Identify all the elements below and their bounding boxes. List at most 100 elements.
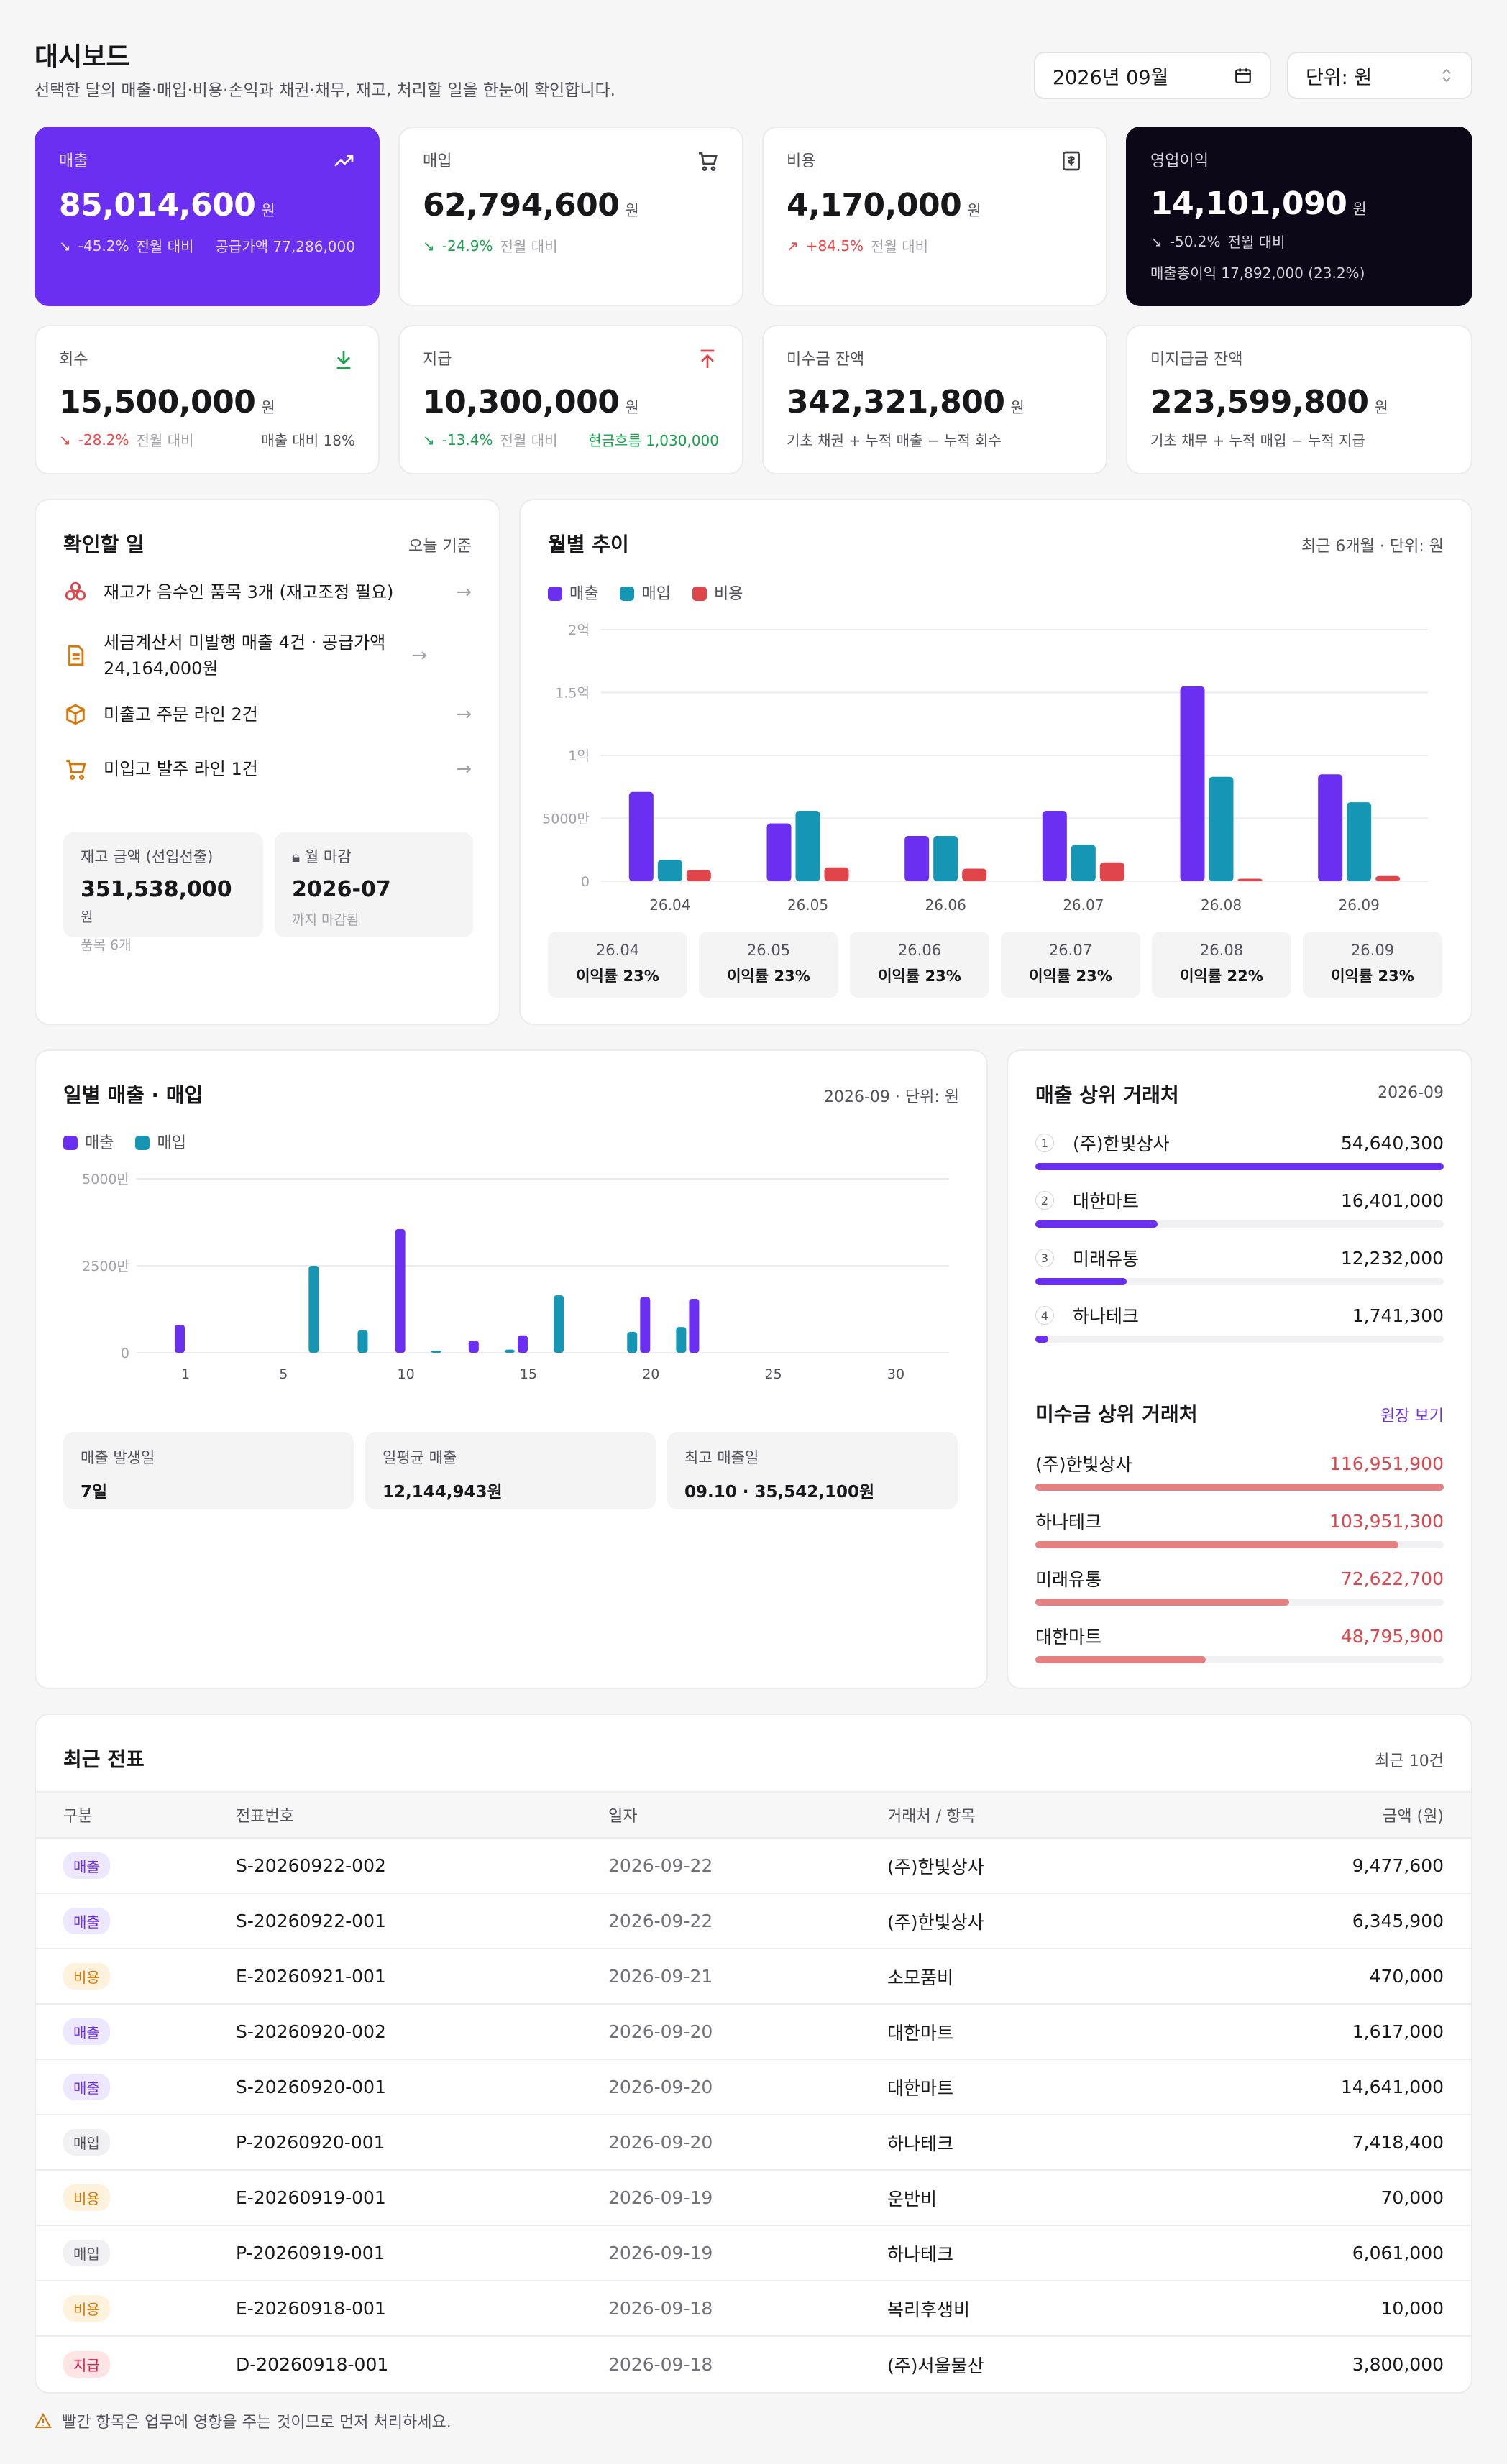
rank-number: 1 (1035, 1134, 1054, 1152)
table-row[interactable]: 지급 D-20260918-001 2026-09-18 (주)서울물산 3,800,0… (36, 2337, 1471, 2392)
bar-sales[interactable] (904, 836, 930, 881)
bar-sales[interactable] (766, 823, 792, 882)
inventory-label: 재고 금액 (선입선출) (81, 848, 214, 865)
cell-amount: 70,000 (1380, 2187, 1444, 2208)
customer-rank-item[interactable]: 2 대한마트 16,401,000 (1035, 1187, 1444, 1228)
bar-cost[interactable] (1099, 862, 1124, 881)
bar-sales[interactable] (517, 1335, 528, 1353)
bar-purchase[interactable] (657, 860, 682, 881)
kpi-change-text: 전월 대비 (136, 432, 194, 449)
todo-item[interactable]: 미출고 주문 라인 2건 → (63, 702, 472, 727)
bar-sales[interactable] (468, 1341, 479, 1353)
kpi-value: 342,321,800 (787, 384, 1005, 420)
bar-purchase[interactable] (308, 1266, 319, 1353)
bar-sales[interactable] (1042, 811, 1067, 881)
cell-voucher-no: S-20260920-001 (236, 2077, 386, 2097)
customer-rank-item[interactable]: (주)한빛상사 116,951,900 (1035, 1451, 1444, 1491)
bar-purchase[interactable] (554, 1295, 564, 1353)
kpi-collect-card[interactable]: 회수 15,500,000 원 ↘ -28.2% 전월 대비 매출 대비 18% (35, 325, 380, 474)
bar-cost[interactable] (824, 867, 849, 881)
kpi-change-text: 전월 대비 (1227, 234, 1286, 251)
ledger-link[interactable]: 원장 보기 (1380, 1407, 1444, 1425)
bar-purchase[interactable] (357, 1330, 368, 1353)
table-row[interactable]: 매출 S-20260922-001 2026-09-22 (주)한빛상사 6,345,9… (36, 1894, 1471, 1949)
bar-purchase[interactable] (431, 1351, 441, 1353)
table-row[interactable]: 비용 E-20260921-001 2026-09-21 소모품비 470,000 (36, 1949, 1471, 2005)
bar-sales[interactable] (175, 1325, 185, 1353)
kpi-purchase-card[interactable]: 매입 62,794,600 원 ↘ -24.9% 전월 대비 (398, 127, 743, 306)
bar-purchase[interactable] (504, 1349, 515, 1353)
customer-rank-item[interactable]: 4 하나테크 1,741,300 (1035, 1302, 1444, 1343)
table-row[interactable]: 매입 P-20260919-001 2026-09-19 하나테크 6,061,000 (36, 2226, 1471, 2281)
lock-icon: 🔒︎ (292, 848, 301, 865)
kpi-unit: 원 (261, 202, 275, 219)
table-row[interactable]: 매출 S-20260920-002 2026-09-20 대한마트 1,617,000 (36, 2005, 1471, 2060)
type-badge: 비용 (63, 1963, 110, 1990)
customer-rank-item[interactable]: 1 (주)한빛상사 54,640,300 (1035, 1130, 1444, 1170)
customer-rank-item[interactable]: 하나테크 103,951,300 (1035, 1508, 1444, 1548)
cell-amount: 3,800,000 (1352, 2354, 1444, 2375)
bar-purchase[interactable] (1209, 776, 1234, 881)
bar-purchase[interactable] (1347, 802, 1372, 881)
bar-purchase[interactable] (795, 811, 820, 881)
table-row[interactable]: 비용 E-20260919-001 2026-09-19 운반비 70,000 (36, 2171, 1471, 2226)
monthly-legend: 매출 매입 비용 (548, 581, 743, 604)
y-tick-label: 2500만 (82, 1259, 129, 1274)
todo-item[interactable]: 미입고 발주 라인 1건 → (63, 756, 472, 782)
todo-item[interactable]: 재고가 음수인 품목 3개 (재고조정 필요) → (63, 579, 472, 605)
kpi-value: 223,599,800 (1150, 384, 1369, 420)
bar-cost[interactable] (1375, 875, 1401, 881)
legend-item-sales: 매출 (63, 1130, 114, 1153)
kpi-payable-card[interactable]: 미지급금 잔액 223,599,800 원 기초 채무 + 누적 매입 − 누적 … (1126, 325, 1472, 474)
margin-box: 26.08 이익률 22% (1152, 932, 1291, 998)
cell-type: 지급 (36, 2351, 236, 2378)
stat-avg-sales: 일평균 매출 12,144,943원 (365, 1432, 656, 1509)
table-row[interactable]: 매출 S-20260922-002 2026-09-22 (주)한빛상사 9,477,6… (36, 1839, 1471, 1894)
ratio-bar (1035, 1484, 1444, 1491)
table-row[interactable]: 매입 P-20260920-001 2026-09-20 하나테크 7,418,400 (36, 2115, 1471, 2171)
bar-sales[interactable] (628, 791, 654, 881)
bar-purchase[interactable] (933, 836, 958, 881)
kpi-sales-card[interactable]: 매출 85,014,600 원 ↘ -45.2% 전월 대비 공급가액 77,28… (35, 127, 380, 306)
margin-text: 이익률 23% (576, 967, 659, 985)
kpi-operating-profit-card[interactable]: 영업이익 14,101,090 원 ↘ -50.2% 전월 대비 매출총이익 17… (1126, 127, 1472, 306)
unit-select[interactable]: 단위: 원 (1287, 52, 1472, 99)
y-tick-label: 0 (581, 874, 590, 890)
x-tick-label: 25 (765, 1366, 782, 1382)
bar-purchase[interactable] (1071, 845, 1096, 881)
x-tick-label: 26.07 (1063, 896, 1104, 914)
kpi-receivable-card[interactable]: 미수금 잔액 342,321,800 원 기초 채권 + 누적 매출 − 누적 회… (762, 325, 1107, 474)
customer-rank-item[interactable]: 대한마트 48,795,900 (1035, 1623, 1444, 1663)
customer-rank-item[interactable]: 미래유통 72,622,700 (1035, 1566, 1444, 1606)
todo-item[interactable]: 세금계산서 미발행 매출 4건 · 공급가액 24,164,000원 → (63, 630, 472, 681)
bar-cost[interactable] (686, 870, 711, 881)
bar-purchase[interactable] (676, 1327, 687, 1353)
cell-type: 비용 (36, 1963, 236, 1990)
y-tick-label: 0 (121, 1346, 129, 1361)
cell-amount: 1,617,000 (1352, 2021, 1444, 2042)
kpi-change: -28.2% (78, 431, 129, 449)
bar-sales[interactable] (395, 1228, 406, 1353)
type-badge: 매입 (63, 2129, 110, 2156)
bar-sales[interactable] (1318, 774, 1343, 881)
kpi-pay-card[interactable]: 지급 10,300,000 원 ↘ -13.4% 전월 대비 현금흐름 1,030… (398, 325, 743, 474)
table-row[interactable]: 매출 S-20260920-001 2026-09-20 대한마트 14,641,000 (36, 2060, 1471, 2115)
kpi-extra: 기초 채무 + 누적 매입 − 누적 지급 (1150, 432, 1365, 449)
monthly-title: 월별 추이 (548, 533, 629, 556)
todo-card: 확인할 일 오늘 기준 재고가 음수인 품목 3개 (재고조정 필요) → 세금… (35, 499, 500, 1025)
bar-cost[interactable] (962, 868, 987, 882)
bar-sales[interactable] (1180, 686, 1205, 881)
bar-cost[interactable] (1237, 878, 1263, 882)
ratio-bar (1035, 1278, 1444, 1285)
month-picker[interactable]: 2026년 09월 (1034, 52, 1271, 99)
kpi-value: 85,014,600 (59, 187, 256, 224)
customer-rank-item[interactable]: 3 미래유통 12,232,000 (1035, 1245, 1444, 1285)
stat-label: 매출 발생일 (81, 1449, 155, 1466)
kpi-cost-card[interactable]: 비용 4,170,000 원 ↗ +84.5% 전월 대비 (762, 127, 1107, 306)
bar-purchase[interactable] (627, 1331, 638, 1353)
table-row[interactable]: 비용 E-20260918-001 2026-09-18 복리후생비 10,000 (36, 2281, 1471, 2337)
bar-sales[interactable] (689, 1298, 700, 1353)
cell-party: 복리후생비 (887, 2299, 971, 2320)
bar-sales[interactable] (640, 1297, 651, 1353)
todo-text: 미입고 발주 라인 1건 (104, 759, 258, 779)
